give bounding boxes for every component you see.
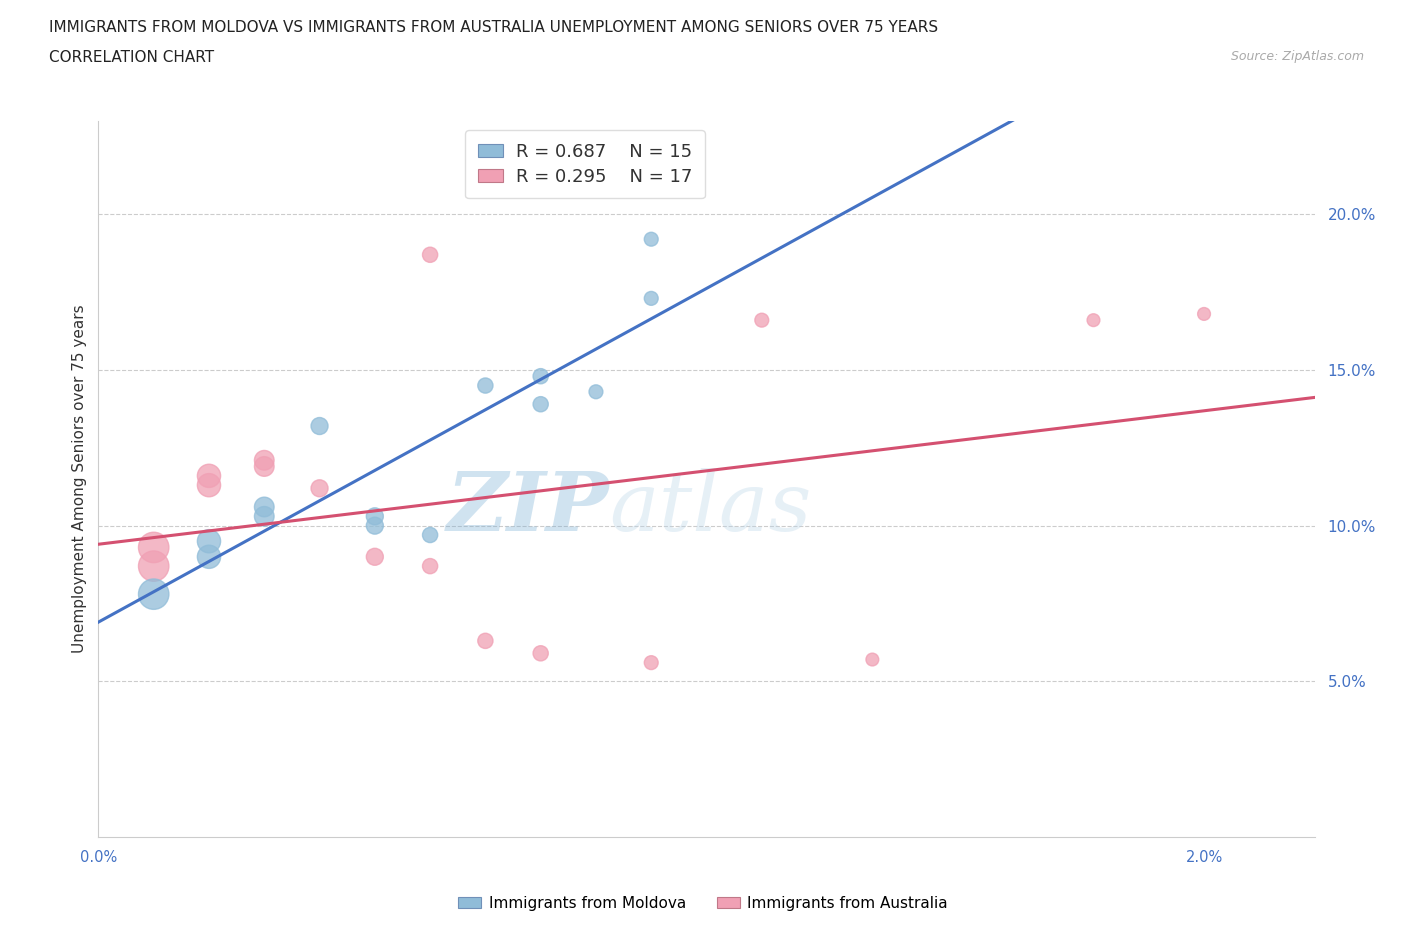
Point <box>530 369 553 384</box>
Text: Source: ZipAtlas.com: Source: ZipAtlas.com <box>1230 50 1364 63</box>
Point <box>253 453 276 468</box>
Text: atlas: atlas <box>609 468 811 548</box>
Point <box>198 469 221 484</box>
Point <box>198 534 221 549</box>
Point <box>364 509 387 524</box>
Point <box>253 459 276 474</box>
Point <box>1192 307 1215 322</box>
Y-axis label: Unemployment Among Seniors over 75 years: Unemployment Among Seniors over 75 years <box>72 305 87 653</box>
Point <box>198 550 221 565</box>
Point <box>142 587 165 602</box>
Point <box>640 232 662 246</box>
Point <box>308 481 330 496</box>
Point <box>751 312 773 327</box>
Point <box>640 656 662 671</box>
Point <box>142 540 165 555</box>
Point <box>419 247 441 262</box>
Point <box>253 509 276 524</box>
Point <box>419 527 441 542</box>
Point <box>474 633 496 648</box>
Point <box>419 559 441 574</box>
Text: CORRELATION CHART: CORRELATION CHART <box>49 50 214 65</box>
Point <box>1083 312 1105 327</box>
Point <box>198 478 221 493</box>
Point <box>530 645 553 660</box>
Point <box>364 550 387 565</box>
Point <box>308 418 330 433</box>
Point <box>364 518 387 533</box>
Text: ZIP: ZIP <box>447 468 609 548</box>
Point <box>640 291 662 306</box>
Text: IMMIGRANTS FROM MOLDOVA VS IMMIGRANTS FROM AUSTRALIA UNEMPLOYMENT AMONG SENIORS : IMMIGRANTS FROM MOLDOVA VS IMMIGRANTS FR… <box>49 20 938 35</box>
Point <box>474 379 496 393</box>
Point <box>585 384 607 399</box>
Point <box>253 499 276 514</box>
Point <box>142 559 165 574</box>
Point <box>530 397 553 412</box>
Legend: R = 0.687    N = 15, R = 0.295    N = 17: R = 0.687 N = 15, R = 0.295 N = 17 <box>465 130 704 198</box>
Legend: Immigrants from Moldova, Immigrants from Australia: Immigrants from Moldova, Immigrants from… <box>453 890 953 917</box>
Point <box>860 652 883 667</box>
